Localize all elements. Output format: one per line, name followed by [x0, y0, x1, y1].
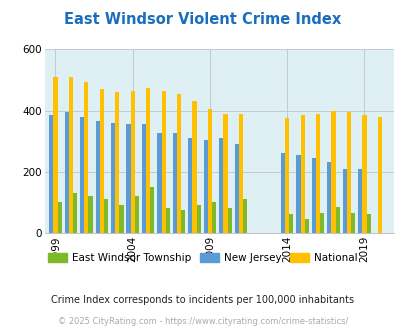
Bar [289, 214, 293, 233]
Bar [119, 205, 123, 233]
Text: © 2025 CityRating.com - https://www.cityrating.com/crime-statistics/: © 2025 CityRating.com - https://www.city… [58, 317, 347, 326]
Bar [238, 114, 242, 233]
Bar [58, 202, 62, 233]
Bar [192, 101, 196, 233]
Bar [104, 199, 108, 233]
Bar [64, 112, 69, 233]
Bar [95, 121, 100, 233]
Bar [181, 210, 185, 233]
Bar [142, 124, 146, 233]
Bar [219, 138, 223, 233]
Bar [357, 169, 362, 233]
Bar [346, 112, 350, 233]
Bar [84, 82, 88, 233]
Bar [130, 91, 134, 233]
Bar [300, 115, 304, 233]
Bar [315, 114, 320, 233]
Bar [284, 118, 289, 233]
Bar [100, 89, 104, 233]
Bar [330, 111, 335, 233]
Bar [203, 140, 207, 233]
Bar [296, 155, 300, 233]
Bar [157, 133, 161, 233]
Bar [196, 205, 200, 233]
Bar [146, 88, 150, 233]
Bar [366, 214, 370, 233]
Bar [111, 123, 115, 233]
Bar [53, 77, 58, 233]
Bar [350, 213, 354, 233]
Bar [173, 133, 177, 233]
Bar [88, 196, 92, 233]
Bar [211, 202, 216, 233]
Bar [134, 196, 139, 233]
Bar [234, 144, 238, 233]
Bar [150, 187, 154, 233]
Bar [69, 77, 73, 233]
Bar [207, 109, 211, 233]
Bar [115, 92, 119, 233]
Bar [165, 208, 169, 233]
Bar [242, 199, 247, 233]
Bar [49, 115, 53, 233]
Bar [80, 116, 84, 233]
Bar [342, 169, 346, 233]
Legend: East Windsor Township, New Jersey, National: East Windsor Township, New Jersey, Natio… [44, 249, 361, 267]
Text: East Windsor Violent Crime Index: East Windsor Violent Crime Index [64, 12, 341, 26]
Bar [280, 153, 284, 233]
Bar [73, 193, 77, 233]
Bar [326, 162, 330, 233]
Bar [223, 114, 227, 233]
Bar [126, 124, 130, 233]
Bar [227, 208, 231, 233]
Bar [335, 207, 339, 233]
Bar [188, 138, 192, 233]
Bar [362, 115, 366, 233]
Bar [311, 158, 315, 233]
Bar [377, 116, 381, 233]
Bar [304, 219, 308, 233]
Bar [320, 213, 324, 233]
Bar [177, 94, 181, 233]
Text: Crime Index corresponds to incidents per 100,000 inhabitants: Crime Index corresponds to incidents per… [51, 295, 354, 305]
Bar [161, 91, 165, 233]
